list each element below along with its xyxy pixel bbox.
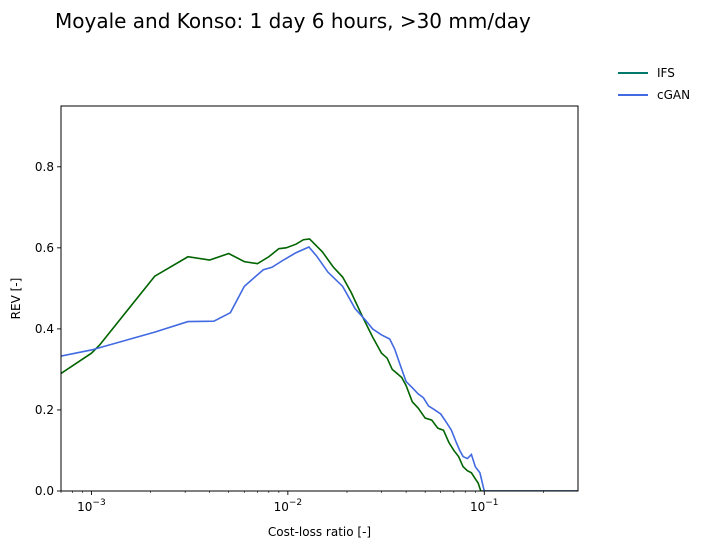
x-axis-label: Cost-loss ratio [-] — [268, 525, 371, 539]
x-tick-label: 10−2 — [274, 498, 303, 514]
y-tick-label: 0.8 — [35, 160, 54, 174]
y-tick-label: 0.0 — [35, 484, 54, 498]
legend: IFS cGAN — [618, 66, 690, 102]
y-axis-label: REV [-] — [9, 278, 23, 320]
y-tick-label: 0.2 — [35, 403, 54, 417]
y-axis-ticks: 0.0 0.2 0.4 0.6 0.8 — [35, 160, 61, 498]
legend-label-cgan: cGAN — [657, 88, 690, 102]
x-tick-label: 10−3 — [77, 498, 106, 514]
x-tick-label: 10−1 — [470, 498, 499, 514]
series-line-ifs — [61, 238, 578, 491]
y-tick-label: 0.6 — [35, 241, 54, 255]
y-tick-label: 0.4 — [35, 322, 54, 336]
series-layer — [61, 238, 578, 491]
plot-area: 10−3 10−2 10−1 0.0 0.2 0.4 0.6 0.8 — [35, 105, 579, 514]
chart-title: Moyale and Konso: 1 day 6 hours, >30 mm/… — [55, 9, 531, 33]
series-line-cgan — [61, 246, 578, 491]
x-axis-ticks: 10−3 10−2 10−1 — [60, 491, 544, 514]
legend-label-ifs: IFS — [657, 66, 675, 80]
axes-frame — [60, 105, 579, 492]
